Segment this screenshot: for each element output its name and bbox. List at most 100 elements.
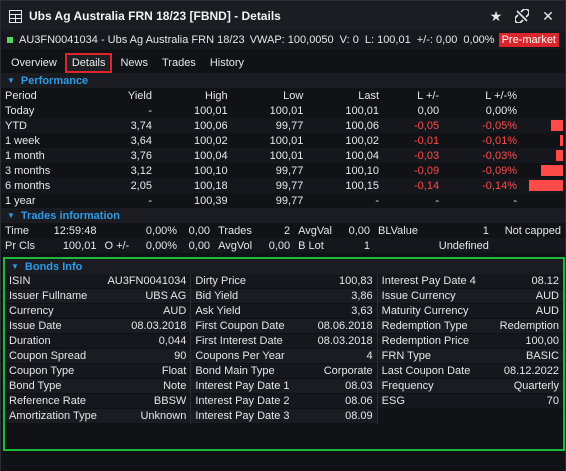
bond-field-value: 4 — [366, 350, 373, 362]
close-icon[interactable]: ✕ — [542, 7, 554, 24]
last-cell: 100,10 — [345, 164, 379, 177]
chg-cell: -0,05 — [383, 118, 444, 133]
bond-field-label: Redemption Price — [381, 335, 470, 347]
table-row: 3 months 3,12 100,10 99,77 100,10 -0,09 -0,09% — [1, 163, 565, 178]
bond-field-row: Interest Pay Date 4 08.12 — [377, 274, 563, 289]
bond-field-row: Issue Currency AUD — [377, 289, 563, 304]
open-pct-value: 0,00% — [145, 224, 178, 237]
bond-field-value: 0,044 — [158, 335, 187, 347]
bond-field-label: Issue Currency — [381, 290, 456, 302]
change-bar — [560, 135, 563, 146]
volume: V: 0 — [339, 34, 359, 46]
bonds-info-header[interactable]: ▼ Bonds Info — [5, 259, 563, 274]
spacer — [374, 238, 428, 253]
bond-field-label: Maturity Currency — [381, 305, 469, 317]
collapse-icon[interactable]: ▼ — [7, 76, 15, 85]
bond-field-row: Frequency Quarterly — [377, 379, 563, 394]
bond-field-value: 3,63 — [351, 305, 373, 317]
tab-overview[interactable]: Overview — [11, 57, 57, 69]
tab-bar: Overview Details News Trades History — [1, 49, 565, 73]
table-row: YTD 3,74 100,06 99,77 100,06 -0,05 -0,05% — [1, 118, 565, 133]
bottom-area — [1, 453, 565, 471]
high-cell: 100,39 — [194, 194, 228, 207]
low-cell: 100,01 — [269, 104, 304, 117]
bonds-column-2: Dirty Price 100,83 Bid Yield 3,86 Ask Yield 3… — [190, 274, 377, 424]
bond-field-value: 70 — [546, 395, 559, 407]
time-label: Time — [5, 224, 30, 237]
chg-pct-cell: -0,05% — [443, 118, 521, 133]
last-cell: 100,02 — [345, 134, 379, 147]
bond-field-value: 3,86 — [351, 290, 373, 302]
bond-field-value: 90 — [174, 350, 187, 362]
tab-details[interactable]: Details — [64, 53, 113, 73]
bond-field-row: Last Coupon Date 08.12.2022 — [377, 364, 563, 379]
period-cell: 1 year — [5, 194, 36, 207]
bond-field-label: Issuer Fullname — [9, 290, 88, 302]
open-chg-label: O +/- — [104, 239, 130, 252]
title-bar: Ubs Ag Australia FRN 18/23 [FBND] - Deta… — [1, 1, 565, 31]
col-yield: Yield — [127, 89, 152, 102]
period-cell: YTD — [1, 118, 98, 133]
bond-field-row: Redemption Type Redemption — [377, 319, 563, 334]
bond-field-label: Issue Date — [9, 320, 62, 332]
bond-field-label: ESG — [381, 395, 405, 407]
trades-label: Trades — [218, 224, 252, 237]
period-cell: 6 months — [1, 178, 98, 193]
col-last: Last — [358, 89, 379, 102]
trades-value: 2 — [284, 224, 291, 237]
bond-field-value: 08.06 — [345, 395, 373, 407]
tab-news[interactable]: News — [120, 57, 148, 69]
change-bar-cell — [521, 133, 565, 148]
last-cell: 100,04 — [307, 148, 383, 163]
last-cell: 100,06 — [307, 118, 383, 133]
bond-field-row: Amortization Type Unknown — [5, 409, 191, 424]
bond-field-value: AUD — [535, 290, 559, 302]
bond-field-row: Bid Yield 3,86 — [191, 289, 377, 304]
unlink-icon[interactable] — [511, 5, 533, 27]
high-cell: 100,18 — [155, 178, 232, 193]
prcls-label: Pr Cls — [5, 239, 35, 252]
bond-field-value: 08.03 — [345, 380, 373, 392]
bond-field-label: Bond Main Type — [195, 365, 275, 377]
bond-field-label: Ask Yield — [195, 305, 241, 317]
bond-field-value: 08.12 — [531, 275, 559, 287]
bond-field-row: Interest Pay Date 1 08.03 — [191, 379, 377, 394]
open-value: 0,00 — [188, 224, 211, 237]
bond-field-row: Coupons Per Year 4 — [191, 349, 377, 364]
tab-history[interactable]: History — [209, 57, 245, 69]
bond-field-value: 08.03.2018 — [317, 335, 373, 347]
open-chg-value: 0,00 — [188, 239, 211, 252]
bond-field-row: Reference Rate BBSW — [5, 394, 191, 409]
bond-field-value: Quarterly — [513, 380, 559, 392]
bond-field-value: UBS AG — [145, 290, 187, 302]
table-row: 1 year - 100,39 99,77 - - - — [1, 193, 565, 208]
bond-field-row: Interest Pay Date 3 08.09 — [191, 409, 377, 424]
time-value: 12:59:48 — [53, 224, 97, 237]
bonds-info-title: Bonds Info — [24, 260, 83, 273]
chg-cell: -0,14 — [383, 178, 444, 193]
bond-field-value: AUD — [535, 305, 559, 317]
table-row: 1 week 3,64 100,02 100,01 100,02 -0,01 -0,01% — [1, 133, 565, 148]
bond-field-label: Coupon Type — [9, 365, 75, 377]
chg-pct-cell: 0,00% — [485, 104, 517, 117]
bond-field-label: Interest Pay Date 3 — [195, 410, 290, 422]
tab-trades[interactable]: Trades — [161, 57, 196, 69]
trades-info-header[interactable]: ▼ Trades information — [1, 208, 565, 223]
low-cell: 99,77 — [231, 178, 308, 193]
low-cell: 99,77 — [275, 194, 304, 207]
performance-header[interactable]: ▼ Performance — [1, 73, 565, 88]
change-bar — [556, 150, 563, 161]
period-cell: 1 month — [1, 148, 98, 163]
bonds-column-1: ISIN AU3FN0041034 Issuer Fullname UBS AG Cur… — [5, 274, 191, 424]
bond-field-label: Coupons Per Year — [195, 350, 285, 362]
collapse-icon[interactable]: ▼ — [7, 211, 15, 220]
window-title: Ubs Ag Australia FRN 18/23 [FBND] - Deta… — [29, 9, 281, 23]
star-icon[interactable]: ★ — [489, 7, 503, 24]
trades-row-2: Pr Cls 100,01 O +/- 0,00% 0,00 AvgVol 0,… — [1, 238, 565, 253]
table-row: 6 months 2,05 100,18 99,77 100,15 -0,14 -0,14% — [1, 178, 565, 193]
bond-field-label: FRN Type — [381, 350, 431, 362]
bond-field-value: Float — [161, 365, 187, 377]
bond-field-label: Dirty Price — [195, 275, 247, 287]
collapse-icon[interactable]: ▼ — [11, 262, 19, 271]
bond-field-row: Ask Yield 3,63 — [191, 304, 377, 319]
